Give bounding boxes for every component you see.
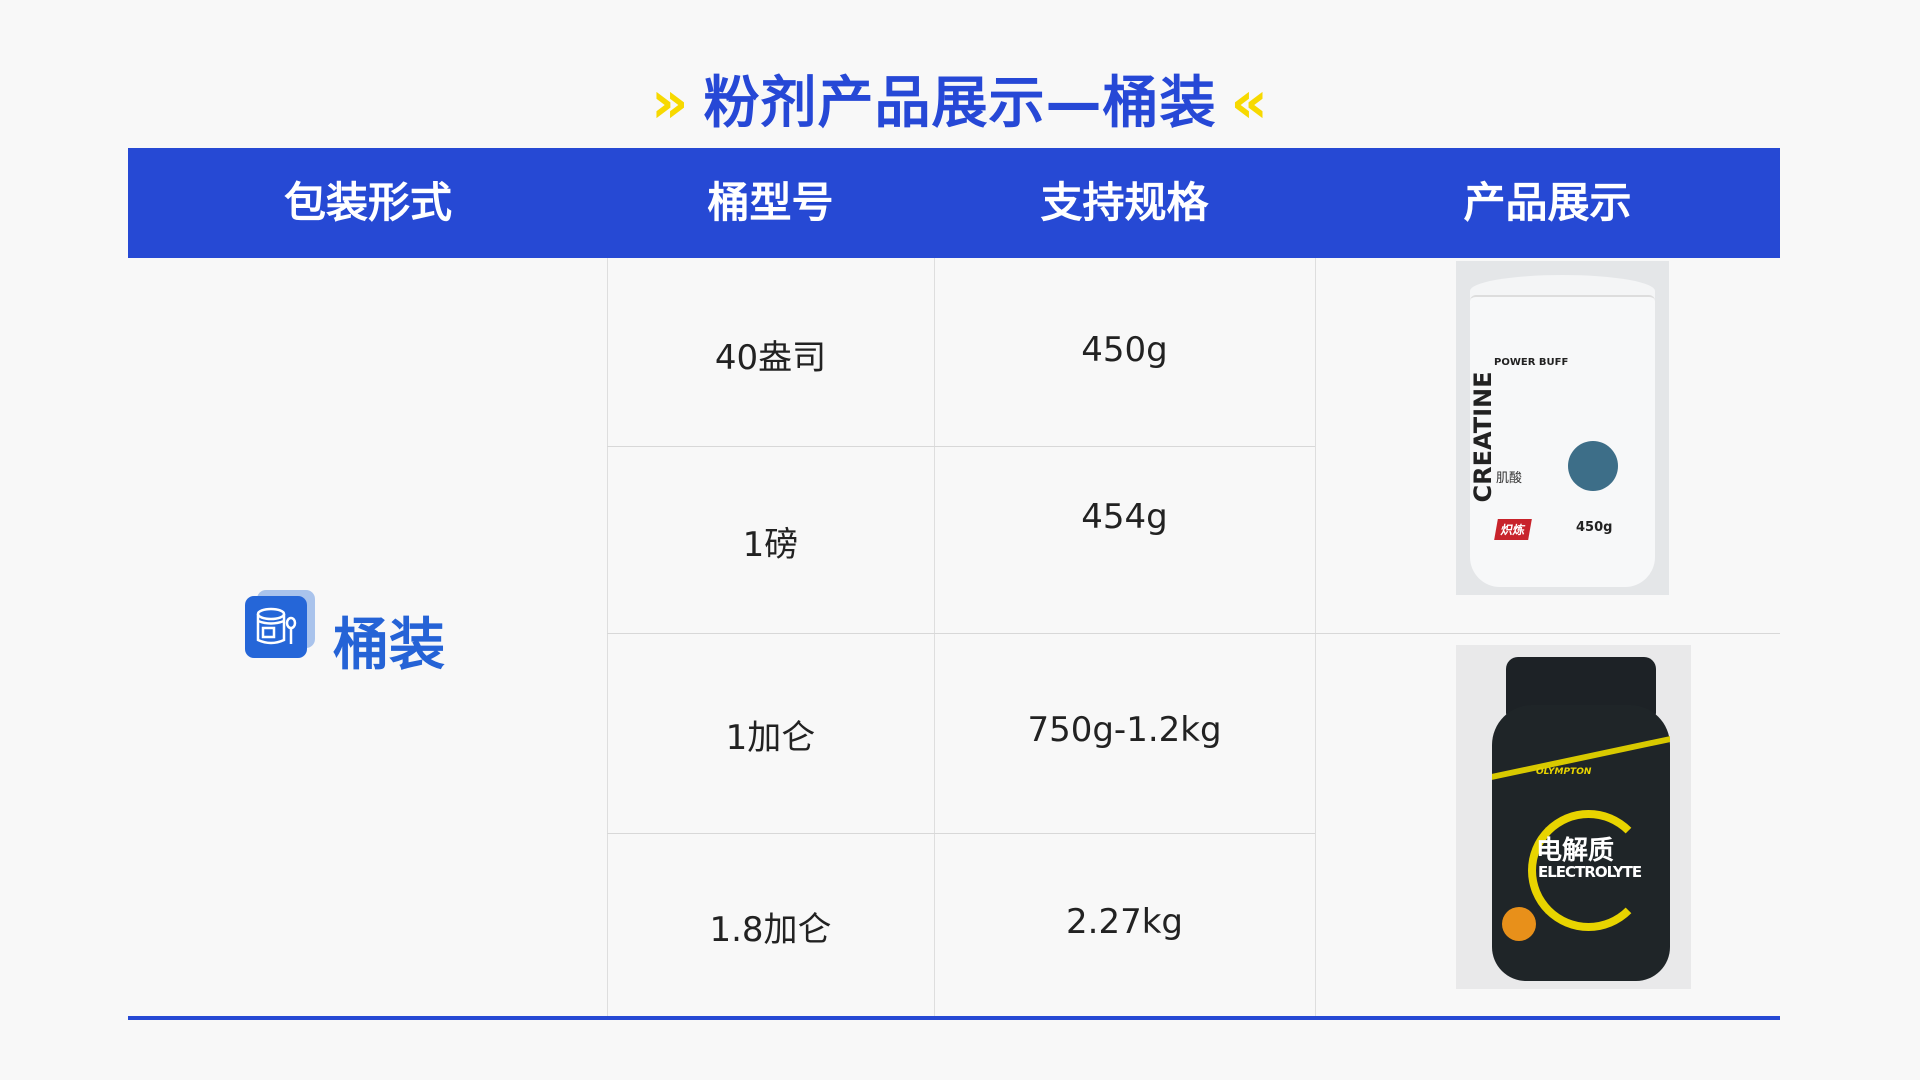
product-name-text: ELECTROLYTE bbox=[1538, 863, 1642, 881]
spec-cell: 450g bbox=[1081, 330, 1168, 370]
table-bottom-border bbox=[128, 1016, 1780, 1020]
header-model: 桶型号 bbox=[707, 178, 834, 227]
header-package-type: 包装形式 bbox=[283, 178, 452, 227]
product-image-creatine: CREATINE POWER BUFF 肌酸 炽炼 450g bbox=[1456, 261, 1669, 595]
table-header: 包装形式 桶型号 支持规格 产品展示 bbox=[128, 148, 1780, 258]
product-brand-text: OLYMPTON bbox=[1536, 767, 1592, 777]
page-title: » 粉剂产品展示—桶装 « bbox=[0, 58, 1920, 139]
row-divider bbox=[607, 446, 1315, 447]
product-net-weight: 450g bbox=[1576, 520, 1613, 535]
row-divider bbox=[607, 833, 1315, 834]
product-cn-name: 电解质 bbox=[1536, 836, 1615, 866]
column-divider bbox=[607, 258, 608, 1018]
column-divider bbox=[1315, 258, 1316, 1018]
column-divider bbox=[934, 258, 935, 1018]
product-brand-text: POWER BUFF bbox=[1494, 357, 1569, 368]
header-spec: 支持规格 bbox=[1040, 178, 1209, 227]
model-cell: 1.8加仑 bbox=[709, 910, 832, 950]
package-type-label: 桶装 bbox=[333, 613, 445, 678]
product-cn-name: 肌酸 bbox=[1496, 471, 1523, 486]
spec-cell: 2.27kg bbox=[1066, 902, 1183, 942]
page-title-text: 粉剂产品展示—桶装 bbox=[703, 71, 1217, 136]
row-divider bbox=[607, 633, 1780, 634]
product-image-electrolyte: 电解质 ELECTROLYTE OLYMPTON bbox=[1456, 645, 1691, 989]
product-tag: 炽炼 bbox=[1494, 519, 1532, 540]
double-chevron-right-icon: » bbox=[651, 68, 690, 136]
barrel-spoon-icon bbox=[245, 590, 317, 660]
double-chevron-left-icon: « bbox=[1230, 68, 1269, 136]
model-cell: 1加仑 bbox=[725, 718, 816, 758]
spec-cell: 454g bbox=[1081, 497, 1168, 537]
model-cell: 1磅 bbox=[742, 525, 799, 565]
header-product-display: 产品展示 bbox=[1463, 178, 1632, 227]
spec-cell: 750g-1.2kg bbox=[1027, 710, 1222, 750]
model-cell: 40盎司 bbox=[714, 338, 827, 378]
product-name-text: CREATINE bbox=[1469, 371, 1497, 503]
